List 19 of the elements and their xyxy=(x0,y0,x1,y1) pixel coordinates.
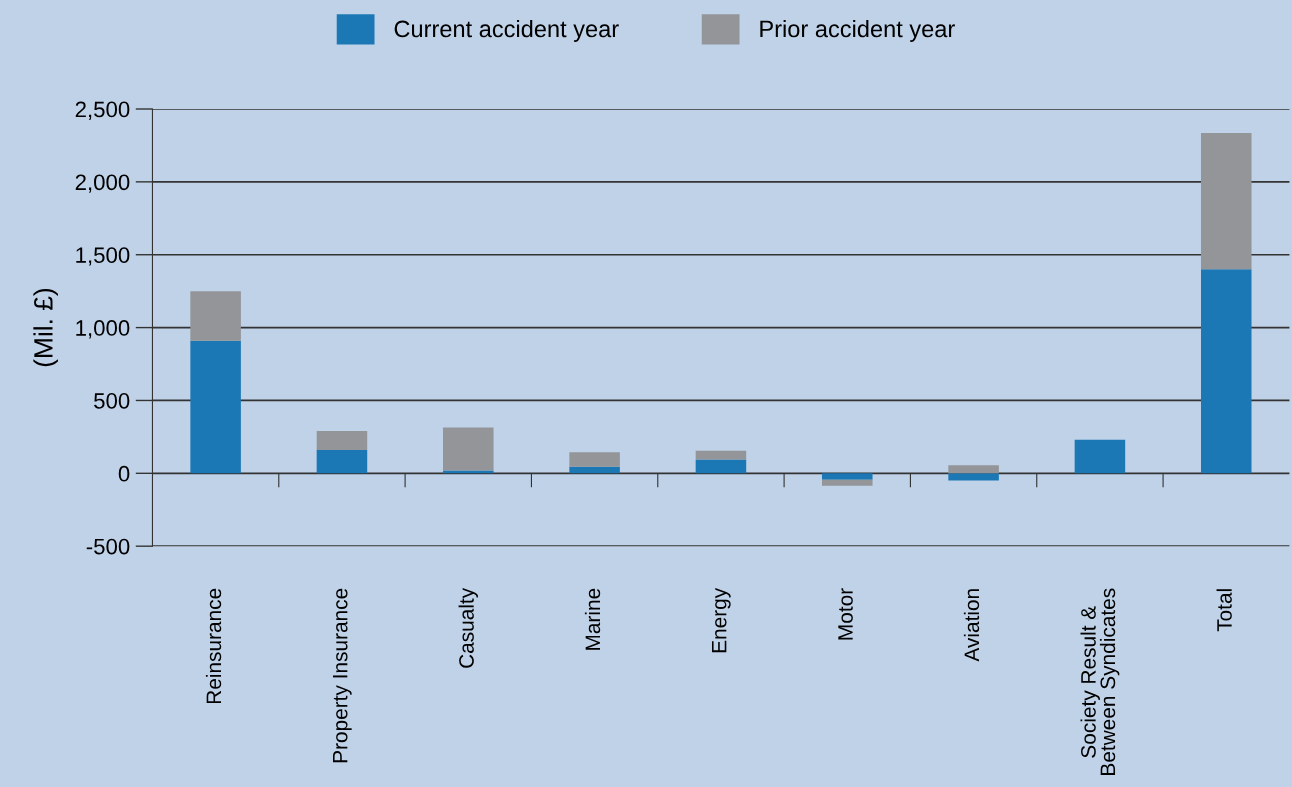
x-tick-label: Energy xyxy=(711,587,731,653)
x-tick-label: Motor xyxy=(838,588,853,640)
y-tick-label: 2,000 xyxy=(75,174,130,193)
legend-label: Current accident year xyxy=(394,19,619,42)
y-tick-label: 0 xyxy=(118,465,130,482)
y-tick-label: 500 xyxy=(94,392,130,409)
y-tick-label: 2,500 xyxy=(75,101,130,120)
x-tick-label: Reinsurance xyxy=(205,588,222,704)
legend-label: Prior accident year xyxy=(760,19,955,42)
y-tick-label: -500 xyxy=(86,538,130,555)
y-axis-title: (Mil. £) xyxy=(33,288,58,367)
y-tick-label: 1,000 xyxy=(76,320,130,339)
x-tick-label: Total xyxy=(1216,589,1232,632)
x-tick-label: Property Insurance xyxy=(333,588,352,763)
y-tick-label: 1,500 xyxy=(76,247,130,266)
x-tick-label: Casualty xyxy=(458,587,478,668)
x-tick-label: Aviation xyxy=(963,589,980,662)
x-tick-label: Society Result & Between Syndicates xyxy=(1080,588,1120,775)
x-tick-label: Marine xyxy=(584,588,601,650)
